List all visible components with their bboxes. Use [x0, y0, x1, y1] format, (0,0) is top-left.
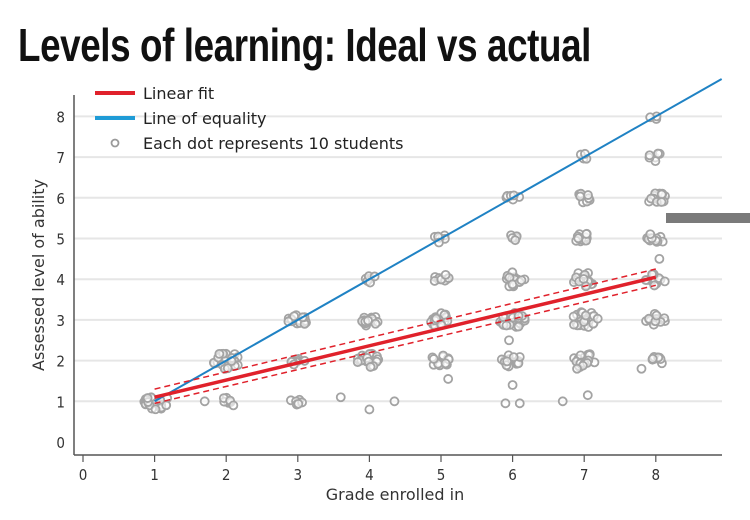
student-dot [572, 363, 582, 374]
student-dot [364, 404, 375, 415]
x-tick-label: 2 [222, 466, 231, 484]
lines-layer [154, 78, 723, 405]
student-dot [516, 275, 527, 286]
student-dot [352, 357, 363, 368]
x-tick-label: 4 [365, 466, 374, 484]
y-tick-label: 7 [56, 149, 65, 167]
student-dot [365, 362, 376, 372]
student-dot [504, 335, 514, 346]
x-axis-label: Grade enrolled in [326, 485, 464, 504]
student-dot [142, 393, 153, 403]
student-dot [293, 398, 304, 409]
student-dot [575, 191, 586, 202]
y-axis-label: Assessed level of ability [29, 179, 48, 371]
student-dot [568, 311, 579, 322]
student-dot [656, 197, 667, 207]
student-dot [228, 400, 239, 411]
x-tick-label: 8 [652, 466, 661, 484]
student-dot [502, 356, 512, 367]
student-dot [150, 404, 161, 415]
student-dot [651, 310, 662, 321]
gridlines [74, 115, 722, 403]
student-dot [501, 320, 512, 331]
legend-dots-label: Each dot represents 10 students [143, 134, 404, 153]
student-dot [443, 374, 454, 384]
student-dot [557, 396, 568, 407]
student-dot [654, 253, 665, 264]
y-tick-label: 1 [56, 393, 65, 411]
student-dot [508, 352, 519, 363]
x-tick-label: 5 [437, 466, 446, 484]
y-tick-label: 8 [56, 108, 65, 126]
student-dot [513, 321, 524, 332]
student-dot [214, 348, 225, 359]
student-dot [636, 363, 647, 374]
y-tick-label: 3 [56, 312, 65, 330]
student-dot [370, 318, 381, 329]
axes: 0 1 2 3 4 5 6 7 8 0 1 2 3 4 5 6 7 8 [56, 95, 722, 484]
student-dot [580, 310, 591, 321]
x-tick-label: 0 [79, 466, 88, 484]
student-dot [583, 190, 593, 200]
student-dot [428, 354, 439, 364]
legend-equality-label: Line of equality [143, 109, 267, 128]
student-dot [647, 353, 658, 364]
legend-dot-swatch [110, 138, 120, 148]
student-dot [440, 269, 451, 280]
student-dot [514, 398, 525, 409]
linear-fit-line [154, 275, 657, 399]
x-tick-label: 6 [508, 466, 517, 484]
student-dot [500, 398, 511, 409]
decorative-bar [666, 213, 750, 223]
y-tick-label: 5 [56, 231, 65, 249]
x-tick-label: 3 [294, 466, 303, 484]
student-dot [644, 150, 655, 161]
student-dot [645, 229, 656, 240]
student-dot [507, 380, 518, 390]
student-dot [573, 233, 584, 244]
student-dot [659, 276, 670, 287]
fit-ci-upper [154, 268, 656, 390]
chart-title: Levels of learning: Ideal vs actual [18, 19, 591, 71]
legend: Linear fit Line of equality Each dot rep… [95, 84, 404, 153]
x-tick-label: 7 [580, 466, 589, 484]
x-tick-label: 1 [150, 466, 159, 484]
student-dot [389, 396, 400, 407]
fit-ci-lower [154, 284, 656, 405]
student-dot [440, 358, 451, 369]
student-dot [582, 390, 593, 401]
line-of-equality [154, 78, 723, 403]
student-dot [161, 400, 172, 411]
student-dot [569, 319, 579, 330]
y-tick-label: 2 [56, 353, 65, 371]
student-dot [510, 235, 521, 246]
legend-linear-fit-label: Linear fit [143, 84, 214, 103]
dots-layer [139, 111, 670, 415]
y-tick-label: 6 [56, 190, 65, 208]
y-tick-label: 0 [56, 434, 65, 452]
student-dot [653, 148, 663, 159]
student-dot [335, 392, 346, 403]
student-dot [199, 396, 210, 407]
student-dot [592, 313, 603, 324]
y-tick-label: 4 [56, 271, 65, 289]
student-dot [581, 229, 592, 239]
